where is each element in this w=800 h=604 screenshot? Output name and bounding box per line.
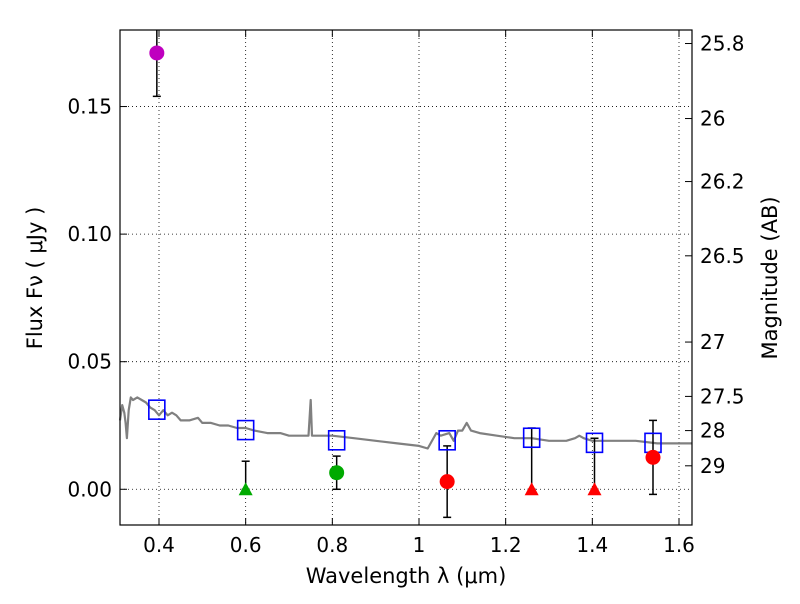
x-tick-label: 1 (413, 533, 426, 557)
model-photometry-marker (148, 399, 166, 420)
right-tick-label: 27 (700, 330, 725, 354)
markers-layer (148, 45, 662, 496)
x-tick-label: 1.6 (663, 533, 695, 557)
x-tick-label: 0.8 (316, 533, 348, 557)
error-bars-layer (152, 30, 657, 519)
x-axis-label: Wavelength λ (μm) (306, 564, 507, 588)
y-tick-label: 0.05 (67, 350, 112, 374)
right-tick-label: 26.5 (700, 244, 745, 268)
violet-detection-marker (149, 45, 165, 61)
right-tick-label: 26.2 (700, 170, 745, 194)
right-tick-label: 26 (700, 107, 725, 131)
plot-frame (119, 29, 693, 526)
model-photometry-marker (438, 429, 456, 451)
red-upper-limits-marker (587, 482, 602, 496)
x-tick-label: 1.2 (490, 533, 522, 557)
right-axis-label: Magnitude (AB) (758, 196, 782, 359)
y-axis-label: Flux Fν ( μJy ) (23, 207, 47, 350)
green-detection-marker (329, 465, 345, 481)
right-tick-label: 29 (700, 454, 725, 478)
model-photometry-marker (585, 432, 604, 454)
y-tick-label: 0.00 (67, 477, 112, 501)
y-tick-label: 0.15 (67, 95, 112, 119)
right-tick-label: 28 (700, 419, 725, 443)
x-tick-label: 0.6 (230, 533, 262, 557)
red-detections-marker (645, 449, 661, 465)
right-tick-label: 25.8 (700, 32, 745, 56)
grid-lines (120, 30, 692, 525)
green-upper-limit-marker (238, 482, 253, 496)
x-tick-label: 1.4 (576, 533, 608, 557)
model-spectrum-line (118, 396, 692, 450)
model-photometry-marker (327, 429, 346, 451)
y-tick-label: 0.10 (67, 222, 112, 246)
model-spectrum-layer (118, 396, 692, 450)
x-tick-label: 0.4 (143, 533, 175, 557)
axis-ticks: 0.4 0.6 0.8 1 1.2 1.4 1.6 0.00 0.05 0.10 0.15 25.8 2… (67, 30, 745, 557)
model-photometry-marker (236, 419, 255, 441)
model-photometry-marker (522, 427, 541, 449)
right-tick-label: 27.5 (700, 384, 745, 408)
red-detections-marker (439, 474, 455, 490)
red-upper-limits-marker (524, 482, 539, 496)
